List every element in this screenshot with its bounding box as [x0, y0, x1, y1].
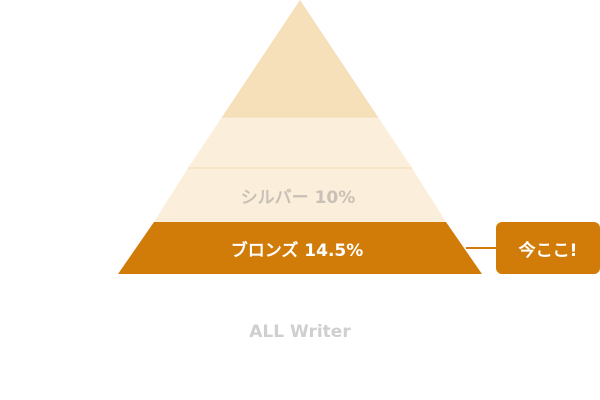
pyramid-tier-top [222, 0, 378, 117]
pyramid-tier-upper-middle [188, 117, 412, 168]
pyramid-tier-silver [154, 168, 446, 222]
current-position-callout: 今ここ! [496, 222, 600, 274]
footer-label: ALL Writer [249, 322, 351, 342]
callout-label: 今ここ! [518, 240, 578, 261]
tier-bronze-label: ブロンズ 14.5% [231, 240, 364, 261]
pyramid-tier-bronze [118, 222, 482, 274]
tier-silver-label: シルバー 10% [241, 188, 356, 208]
